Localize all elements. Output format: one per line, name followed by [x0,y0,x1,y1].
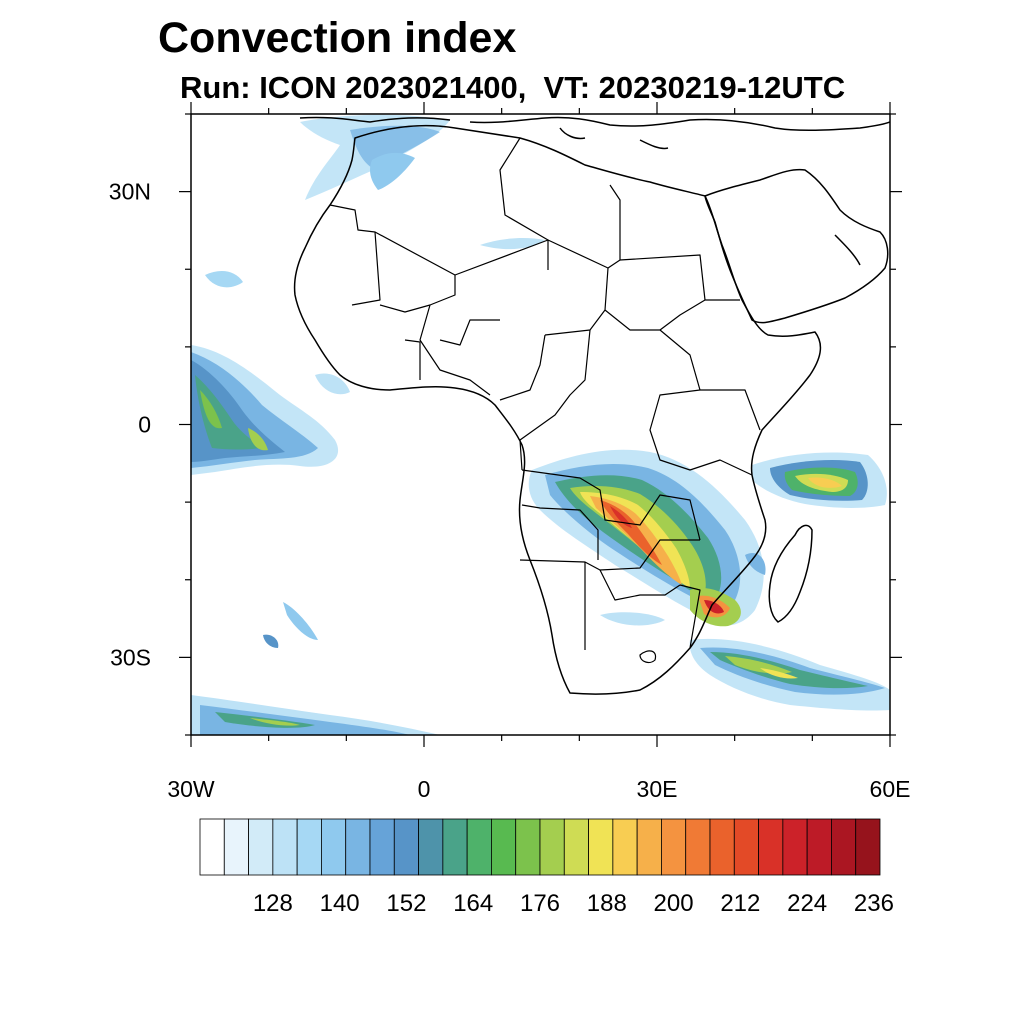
x-tick-label: 30W [167,776,215,802]
colorbar-box [466,818,492,876]
colorbar-box [806,818,832,876]
colorbar-box [661,818,687,876]
colorbar-box [418,818,444,876]
colorbar-box [685,818,711,876]
colorbar-box [539,818,565,876]
colorbar-box [709,818,735,876]
colorbar-box [272,818,298,876]
page-title: Convection index [158,14,517,62]
colorbar-label: 224 [787,890,827,917]
colorbar-box [563,818,589,876]
convection-indian-ocean [752,452,887,508]
convection-south-indian-band [689,638,890,711]
colorbar-box [369,818,395,876]
coastlines [293,116,890,695]
colorbar-box [442,818,468,876]
map-content [191,114,890,735]
convection-south-atlantic [191,602,440,735]
country-borders [329,137,761,664]
y-tick-label: 30N [109,179,151,205]
colorbar-label: 188 [587,890,627,917]
colorbar-label: 200 [654,890,694,917]
colorbar-box [758,818,784,876]
x-tick-label: 30E [637,776,678,802]
y-tick-label: 0 [138,412,151,438]
x-tick-label: 60E [870,776,911,802]
convection-southern-africa [528,449,766,627]
colorbar-label: 212 [720,890,760,917]
colorbar-box [491,818,517,876]
colorbar-box [321,818,347,876]
colorbar-label: 152 [386,890,426,917]
colorbar-label: 140 [320,890,360,917]
colorbar: 128 140 152 164 176 188 200 212 224 236 [199,818,894,917]
colorbar-box [345,818,371,876]
convection-equatorial-atlantic [191,345,339,475]
axes: 30W 0 30E 60E 30N 0 30S [109,102,911,802]
colorbar-box [831,818,857,876]
colorbar-box [393,818,419,876]
page-subtitle: Run: ICON 2023021400, VT: 20230219-12UTC [180,70,846,105]
colorbar-box [855,818,881,876]
colorbar-box [612,818,638,876]
colorbar-box [515,818,541,876]
colorbar-box [636,818,662,876]
x-tick-label: 0 [418,776,431,802]
colorbar-box [199,818,225,876]
colorbar-label: 128 [253,890,293,917]
colorbar-label: 176 [520,890,560,917]
colorbar-label: 164 [453,890,493,917]
colorbar-box [223,818,249,876]
colorbar-box [782,818,808,876]
colorbar-box [588,818,614,876]
convection-northwest-band [205,114,545,395]
colorbar-box [733,818,759,876]
colorbar-box [248,818,274,876]
colorbar-box [296,818,322,876]
y-tick-label: 30S [110,644,151,670]
colorbar-label: 236 [854,890,894,917]
